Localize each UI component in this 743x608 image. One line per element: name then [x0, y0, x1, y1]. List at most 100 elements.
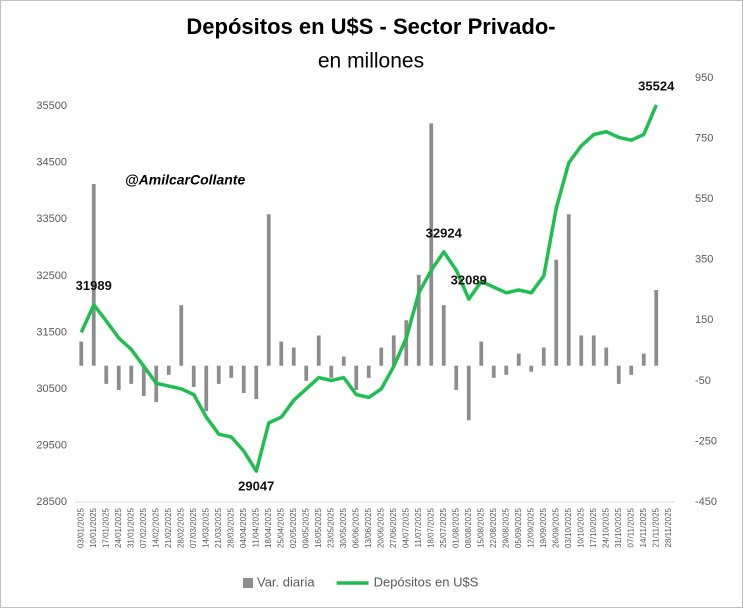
- x-tick-label: 14/11/2025: [639, 507, 648, 547]
- bar: [441, 305, 446, 366]
- bar: [279, 341, 284, 366]
- y-tick-label: 32500: [36, 270, 67, 282]
- bar: [254, 365, 259, 400]
- y-tick-label: 33500: [36, 213, 67, 225]
- bar: [466, 365, 471, 421]
- x-tick-label: 27/06/2025: [389, 507, 398, 548]
- x-tick-label: 13/06/2025: [364, 507, 373, 548]
- x-tick-label: 21/02/2025: [164, 507, 173, 548]
- y-tick-label: 35500: [36, 100, 67, 112]
- y2-tick-label: -50: [695, 375, 711, 387]
- x-tick-label: 18/07/2025: [426, 507, 435, 548]
- y2-tick-label: -450: [695, 496, 717, 508]
- y2-tick-label: 150: [695, 314, 713, 326]
- x-tick-label: 07/03/2025: [189, 507, 198, 548]
- annotation: 32924: [426, 225, 463, 240]
- bar: [241, 365, 246, 393]
- x-tick-label: 21/03/2025: [214, 507, 223, 548]
- x-tick-label: 08/08/2025: [464, 507, 473, 548]
- x-tick-label: 29/08/2025: [501, 507, 510, 548]
- annotation: 29047: [238, 479, 274, 494]
- bar: [229, 365, 234, 378]
- bar: [191, 365, 196, 387]
- bar: [429, 123, 434, 366]
- x-tick-label: 03/10/2025: [564, 507, 573, 548]
- x-tick-label: 23/05/2025: [326, 507, 335, 548]
- y-tick-label: 29500: [36, 439, 67, 451]
- bar: [341, 356, 346, 366]
- bar: [129, 365, 134, 384]
- bar: [204, 365, 209, 412]
- bar: [291, 347, 296, 366]
- bar: [541, 347, 546, 366]
- bar: [416, 274, 421, 366]
- bar: [116, 365, 121, 390]
- bar: [579, 335, 584, 366]
- x-tick-label: 11/07/2025: [414, 507, 423, 547]
- x-tick-label: 17/01/2025: [101, 507, 110, 548]
- bar: [479, 341, 484, 366]
- x-tick-label: 09/05/2025: [301, 507, 310, 548]
- bar: [404, 320, 409, 366]
- bar: [554, 259, 559, 366]
- x-tick-label: 02/05/2025: [289, 507, 298, 548]
- x-tick-label: 15/08/2025: [476, 507, 485, 548]
- x-tick-label: 26/09/2025: [551, 507, 560, 548]
- legend-swatch: [243, 578, 253, 588]
- y2-tick-label: 950: [695, 72, 713, 84]
- bar: [304, 365, 309, 381]
- x-tick-label: 11/04/2025: [251, 507, 260, 547]
- y2-tick-label: 550: [695, 193, 713, 205]
- bar: [166, 365, 171, 375]
- legend-label: Var. diaria: [257, 574, 315, 589]
- y-tick-label: 31500: [36, 326, 67, 338]
- x-tick-label: 17/10/2025: [589, 507, 598, 548]
- x-tick-label: 25/04/2025: [276, 507, 285, 548]
- x-tick-label: 28/11/2025: [664, 507, 673, 547]
- x-tick-label: 22/08/2025: [489, 507, 498, 548]
- annotation: 31989: [76, 278, 112, 293]
- bar: [354, 365, 359, 390]
- bar: [641, 353, 646, 366]
- bar: [104, 365, 109, 384]
- watermark: @AmilcarCollante: [125, 172, 245, 188]
- x-tick-label: 10/10/2025: [576, 507, 585, 548]
- bar: [616, 365, 621, 384]
- y2-tick-label: 750: [695, 132, 713, 144]
- bar: [79, 341, 84, 366]
- x-tick-label: 03/01/2025: [76, 507, 85, 548]
- chart-subtitle: en millones: [318, 50, 424, 73]
- y-tick-label: 30500: [36, 383, 67, 395]
- bar: [379, 347, 384, 366]
- x-tick-label: 04/07/2025: [401, 507, 410, 548]
- x-tick-label: 31/01/2025: [126, 507, 135, 548]
- bar: [266, 214, 271, 366]
- x-tick-label: 20/06/2025: [376, 507, 385, 548]
- bar: [454, 365, 459, 390]
- bar: [654, 290, 659, 366]
- bar: [566, 214, 571, 366]
- y2-tick-label: -250: [695, 435, 717, 447]
- legend-label: Depósitos en U$S: [374, 574, 479, 589]
- bar: [529, 365, 534, 372]
- chart-title: Depósitos en U$S - Sector Privado-: [186, 14, 555, 39]
- bar: [141, 365, 146, 396]
- annotation: 35524: [638, 78, 675, 93]
- bar: [629, 365, 634, 375]
- x-tick-label: 30/05/2025: [339, 507, 348, 548]
- x-tick-label: 01/08/2025: [451, 507, 460, 548]
- x-tick-label: 16/05/2025: [314, 507, 323, 548]
- x-tick-label: 21/11/2025: [651, 507, 660, 547]
- x-tick-label: 10/01/2025: [89, 507, 98, 548]
- x-tick-label: 04/04/2025: [239, 507, 248, 548]
- x-tick-label: 18/04/2025: [264, 507, 273, 548]
- y2-tick-label: 350: [695, 254, 713, 266]
- x-tick-label: 24/01/2025: [114, 507, 123, 548]
- bar: [504, 365, 509, 375]
- bar: [91, 184, 96, 366]
- x-tick-label: 31/10/2025: [614, 507, 623, 548]
- bar: [604, 347, 609, 366]
- x-tick-label: 06/06/2025: [351, 507, 360, 548]
- x-tick-label: 25/07/2025: [439, 507, 448, 548]
